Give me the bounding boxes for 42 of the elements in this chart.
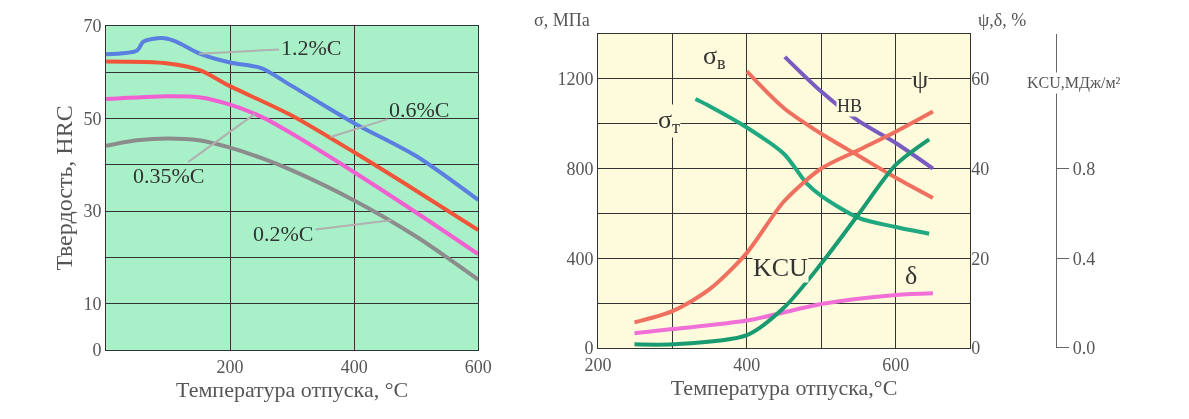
x-axis-title: Температура отпуска, °C [176,376,409,402]
line-series [693,96,932,236]
y-tick-label: 50 [83,108,102,129]
y3-tick-label: 0.0 [1072,338,1096,359]
y2-tick-label: 40 [971,158,990,179]
line-series [632,137,932,347]
y-tick-label: 0 [92,340,102,361]
y-tick-label: 1200 [557,69,594,90]
y-tick-label: 800 [566,158,594,179]
annotation: 1.2%C [281,35,342,60]
series-label: HB [837,96,863,116]
y-tick-label: 400 [566,248,594,269]
line-series [106,94,479,257]
y-axis-title: σ, МПа [534,10,590,30]
series-label: σ$_{в}$ [703,41,726,74]
line-series [632,291,935,336]
y-tick-label: 70 [83,16,102,37]
x-axis-title: Температура отпуска,°C [670,374,898,400]
x-tick-label: 600 [882,354,910,375]
x-tick-label: 600 [464,356,492,377]
y-tick-label: 30 [83,201,102,222]
y3-tick-label: 0.8 [1072,158,1096,179]
x-tick-label: 200 [216,356,244,377]
annotation: 0.2%C [253,221,314,246]
series-label: δ [905,261,918,290]
y2-tick-label: 0 [971,338,981,359]
y3-tick-label: 0.4 [1072,248,1096,269]
annotation: 0.6%C [389,97,450,122]
y2-tick-label: 20 [971,248,990,269]
y-tick-label: 10 [83,293,102,314]
x-tick-label: 400 [340,356,368,377]
line-series [106,35,479,202]
line-series [106,136,479,282]
series-label: KCU [753,253,809,282]
y3-axis-title: KCU,МДж/м² [1027,74,1121,92]
x-tick-label: 400 [733,354,761,375]
y-axis-title: Твердость, HRC [50,105,77,271]
series-label: ψ [912,65,929,94]
y2-tick-label: 60 [971,69,990,90]
series-label: σ$_{т}$ [658,105,681,138]
y2-axis-title: ψ,δ, % [978,10,1027,30]
annotation: 0.35%C [133,163,205,188]
